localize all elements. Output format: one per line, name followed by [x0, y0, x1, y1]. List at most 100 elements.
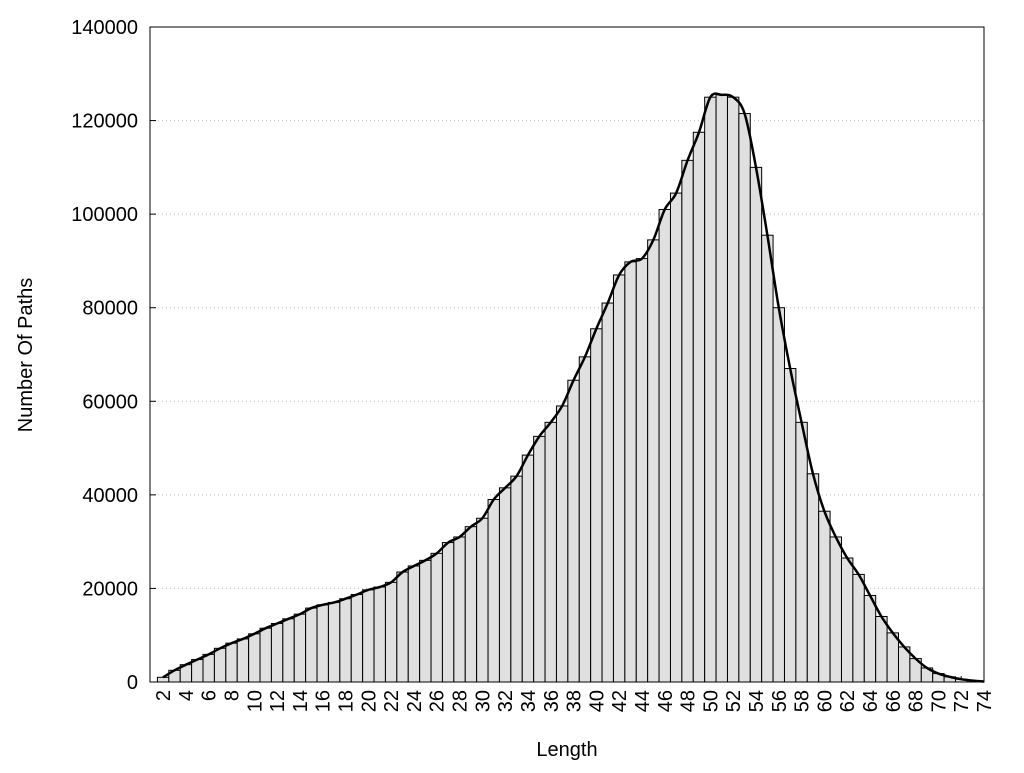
y-tick-label: 120000 [71, 111, 138, 133]
bar [408, 566, 419, 682]
x-tick-label: 10 [244, 690, 266, 712]
x-tick-label: 62 [837, 690, 859, 712]
bar [773, 308, 784, 682]
x-tick-label: 14 [290, 690, 312, 712]
bar [363, 590, 374, 682]
bar [796, 422, 807, 682]
bar [488, 500, 499, 682]
bar [237, 639, 248, 682]
bar [431, 553, 442, 682]
x-tick-label: 24 [404, 690, 426, 712]
x-tick-label: 64 [860, 690, 882, 712]
x-tick-label: 60 [814, 690, 836, 712]
x-tick-label: 52 [723, 690, 745, 712]
x-tick-label: 32 [495, 690, 517, 712]
x-tick-label: 50 [700, 690, 722, 712]
x-tick-label: 8 [222, 690, 244, 701]
x-tick-label: 54 [746, 690, 768, 712]
bar [306, 608, 317, 682]
bar [853, 574, 864, 682]
y-tick-label: 80000 [82, 298, 138, 320]
x-tick-label: 18 [336, 690, 358, 712]
x-tick-label: 42 [609, 690, 631, 712]
x-tick-label: 48 [678, 690, 700, 712]
bar [260, 628, 271, 682]
x-tick-label: 36 [541, 690, 563, 712]
bar [784, 369, 795, 682]
bar [727, 97, 738, 682]
bar [591, 329, 602, 682]
x-tick-label: 6 [199, 690, 221, 701]
bar [579, 357, 590, 682]
x-tick-label: 38 [564, 690, 586, 712]
y-tick-label: 100000 [71, 204, 138, 226]
y-tick-label: 140000 [71, 17, 138, 39]
bar [317, 605, 328, 682]
x-tick-label: 34 [518, 690, 540, 712]
bar [830, 537, 841, 682]
bar [534, 436, 545, 682]
bar [271, 624, 282, 682]
bar [157, 677, 168, 682]
x-tick-label: 58 [792, 690, 814, 712]
bar [545, 422, 556, 682]
x-tick-label: 22 [381, 690, 403, 712]
bar [374, 587, 385, 682]
x-tick-label: 20 [358, 690, 380, 712]
bar [659, 209, 670, 682]
bar [556, 406, 567, 682]
bar [716, 95, 727, 682]
x-tick-label: 46 [655, 690, 677, 712]
x-tick-label: 44 [632, 690, 654, 712]
bar [750, 167, 761, 682]
bar [283, 619, 294, 682]
x-tick-label: 40 [586, 690, 608, 712]
bar [385, 582, 396, 682]
bar [648, 240, 659, 682]
x-tick-label: 70 [928, 690, 950, 712]
bar [397, 572, 408, 682]
y-tick-label: 20000 [82, 578, 138, 600]
bar [887, 633, 898, 682]
bar [682, 160, 693, 682]
bar [670, 193, 681, 682]
y-axis-label: Number Of Paths [15, 278, 37, 433]
bar [294, 614, 305, 682]
x-tick-label: 30 [472, 690, 494, 712]
bar [819, 511, 830, 682]
bar [602, 303, 613, 682]
x-tick-label: 72 [951, 690, 973, 712]
y-tick-label: 60000 [82, 391, 138, 413]
bar [876, 617, 887, 683]
bar [499, 488, 510, 682]
bar [249, 634, 260, 682]
bar [864, 595, 875, 682]
x-tick-label: 4 [176, 690, 198, 701]
x-tick-label: 12 [267, 690, 289, 712]
bar [203, 654, 214, 682]
y-tick-label: 0 [127, 672, 138, 694]
bar [420, 560, 431, 682]
bar [328, 602, 339, 682]
bar [636, 259, 647, 682]
bar [625, 262, 636, 682]
bar [226, 643, 237, 682]
bar [442, 543, 453, 682]
bar [841, 558, 852, 682]
bar [192, 660, 203, 682]
bar [693, 132, 704, 682]
x-tick-label: 28 [450, 690, 472, 712]
bar [522, 455, 533, 682]
bar [568, 380, 579, 682]
bar [351, 595, 362, 682]
bar [454, 537, 465, 682]
x-tick-label: 74 [974, 690, 996, 712]
bar [214, 648, 225, 682]
bar [477, 518, 488, 682]
bar [807, 474, 818, 682]
x-tick-label: 66 [883, 690, 905, 712]
x-tick-label: 26 [427, 690, 449, 712]
bar [613, 275, 624, 682]
bar [340, 599, 351, 682]
